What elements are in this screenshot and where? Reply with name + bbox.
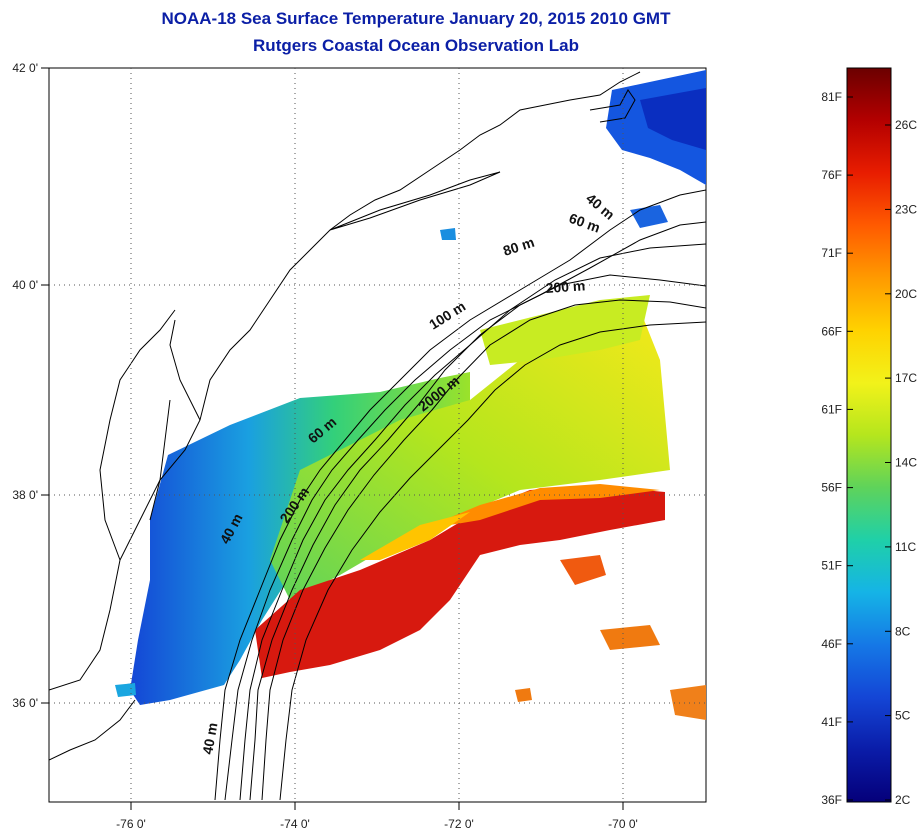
isobath-200m [261, 299, 706, 801]
colorbar [846, 67, 892, 803]
lat-tick-42: 42 0' [12, 61, 38, 75]
cold-patch-northeast-core [640, 88, 706, 150]
warm-patch-1 [560, 555, 606, 585]
cold-fleck-1 [440, 228, 456, 240]
colorbar-f-label: 41F [821, 715, 842, 729]
colorbar-c-label: 23C [895, 202, 917, 216]
cape-cod [589, 89, 636, 123]
coastline [49, 71, 641, 691]
lon-tick-76: -76 0' [116, 817, 146, 831]
warm-patch-3 [670, 685, 706, 720]
colorbar-c-label: 20C [895, 287, 917, 301]
cold-fleck-2 [115, 683, 136, 697]
colorbar-f-label: 76F [821, 168, 842, 182]
lon-tick-74: -74 0' [280, 817, 310, 831]
colorbar-celsius-scale: 26C 23C 20C 17C 14C 11C 8C 5C 2C [885, 118, 917, 807]
colorbar-f-label: 61F [821, 402, 842, 416]
isobath-100m [249, 274, 706, 801]
colorbar-f-label: 51F [821, 559, 842, 573]
colorbar-c-label: 8C [895, 624, 911, 638]
sst-field [49, 70, 706, 801]
colorbar-c-label: 26C [895, 118, 917, 132]
map-title: NOAA-18 Sea Surface Temperature January … [161, 9, 671, 28]
warm-patch-2 [600, 625, 660, 650]
map-subtitle: Rutgers Coastal Ocean Observation Lab [253, 36, 579, 55]
isobath-40m [214, 189, 706, 801]
colorbar-c-label: 17C [895, 371, 917, 385]
chesapeake-bay [99, 309, 176, 561]
lat-tick-40: 40 0' [12, 278, 38, 292]
isobaths [214, 189, 706, 801]
lon-tick-72: -72 0' [444, 817, 474, 831]
colorbar-f-label: 66F [821, 324, 842, 338]
depth-label-200m-north: 200 m [545, 277, 586, 296]
long-island [329, 171, 501, 231]
isobath-80m [239, 243, 706, 801]
colorbar-f-label: 56F [821, 481, 842, 495]
isobath-60m [224, 221, 706, 801]
warm-patch-4 [515, 688, 532, 702]
lat-tick-36: 36 0' [12, 696, 38, 710]
delaware-bay [169, 319, 201, 421]
colorbar-c-label: 11C [895, 540, 916, 554]
colorbar-f-label: 81F [821, 90, 842, 104]
colorbar-c-label: 2C [895, 793, 911, 807]
isobath-2000m [279, 321, 706, 801]
warm-filament [360, 512, 470, 560]
colorbar-fahrenheit-scale: 81F 76F 71F 66F 61F 56F 51F 46F 41F 36F [821, 90, 853, 807]
depth-label-40m-south: 40 m [199, 721, 220, 755]
southern-coast [49, 699, 136, 761]
lon-tick-70: -70 0' [608, 817, 638, 831]
colorbar-f-label: 71F [821, 246, 842, 260]
lat-tick-38: 38 0' [12, 488, 38, 502]
slope-water-north [480, 295, 650, 365]
colorbar-f-label: 36F [821, 793, 842, 807]
axis-ticks [41, 67, 624, 810]
slope-water [270, 310, 670, 600]
colorbar-c-label: 14C [895, 456, 917, 470]
gulf-stream-warm-core [255, 486, 665, 678]
colorbar-f-label: 46F [821, 637, 842, 651]
colorbar-c-label: 5C [895, 709, 911, 723]
